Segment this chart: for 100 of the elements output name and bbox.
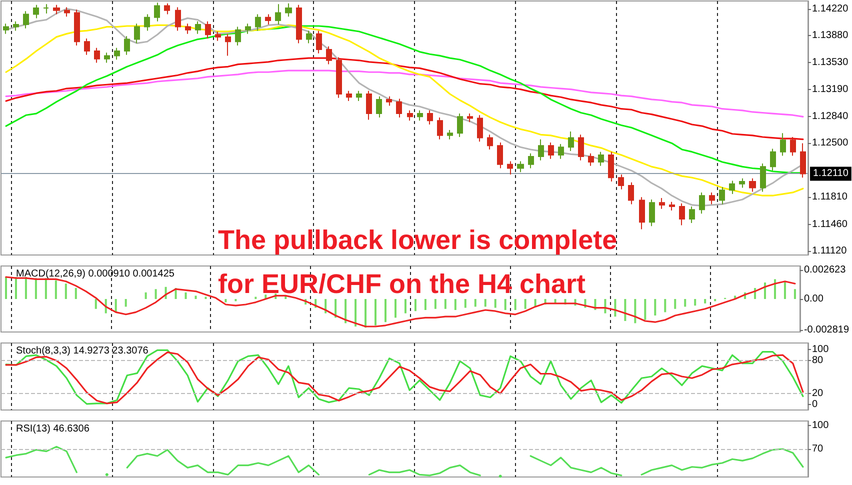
y-tick-label: 1.13880 xyxy=(812,30,849,41)
candlestick xyxy=(64,6,70,18)
y-tick-label: 0.002623 xyxy=(804,264,846,276)
candlestick xyxy=(588,152,594,166)
candlestick xyxy=(175,6,181,32)
candlestick xyxy=(507,160,513,175)
candlestick xyxy=(538,138,544,161)
candlestick xyxy=(679,202,685,226)
candlestick xyxy=(43,4,49,14)
candlestick xyxy=(255,14,261,32)
candlestick xyxy=(134,23,140,44)
bar xyxy=(44,278,47,299)
annotation: for EUR/CHF on the H4 chart xyxy=(218,268,586,300)
bar xyxy=(114,299,117,312)
candlestick xyxy=(13,20,19,32)
candlestick xyxy=(568,131,574,152)
candlestick xyxy=(104,52,110,64)
bar xyxy=(354,299,357,326)
candlestick xyxy=(396,98,402,118)
chart-title: RSI(13) 46.6306 xyxy=(16,424,90,434)
candlestick xyxy=(659,197,665,210)
bar xyxy=(624,299,626,321)
bar xyxy=(794,289,796,299)
candlestick xyxy=(33,4,39,19)
candlestick xyxy=(346,90,352,102)
candlestick xyxy=(649,199,655,227)
candlestick xyxy=(427,110,433,125)
candlestick xyxy=(124,36,130,56)
bar xyxy=(434,299,436,309)
candlestick xyxy=(800,142,806,178)
y-tick-label: 1.12500 xyxy=(812,138,849,149)
bar xyxy=(524,299,526,309)
candlestick xyxy=(94,47,100,64)
candlestick xyxy=(628,182,634,205)
bar xyxy=(344,299,347,324)
candlestick xyxy=(3,23,9,34)
candlestick xyxy=(437,116,443,140)
bar xyxy=(784,281,786,299)
candlestick xyxy=(326,46,332,65)
bar xyxy=(704,299,706,304)
chart-title: Stoch(8,3,3) 14.9273 23.3076 xyxy=(16,346,149,356)
bar xyxy=(64,284,67,299)
y-tick-label: 1.13530 xyxy=(812,57,849,68)
candlestick xyxy=(729,180,735,195)
candlestick xyxy=(608,151,614,182)
bar xyxy=(414,299,416,312)
line-series xyxy=(5,70,804,118)
bar xyxy=(774,279,776,299)
candlestick xyxy=(205,20,211,40)
y-tick-label: 1.14220 xyxy=(812,3,849,14)
y-tick-label: 1.13190 xyxy=(812,84,849,95)
candlestick xyxy=(144,14,150,32)
y-tick-label: 80 xyxy=(812,355,824,366)
candlestick xyxy=(669,201,675,211)
chart-title: MACD(12,26,9) 0.000910 0.001425 xyxy=(16,268,175,280)
candlestick xyxy=(336,56,342,98)
candlestick xyxy=(790,136,796,156)
candlestick xyxy=(699,192,705,214)
bar xyxy=(394,299,396,318)
candlestick xyxy=(316,30,322,54)
candlestick xyxy=(306,30,312,44)
y-tick-label: 1.11460 xyxy=(812,219,848,230)
bar xyxy=(194,296,197,299)
bar xyxy=(694,299,696,306)
bar xyxy=(4,277,7,299)
candlestick xyxy=(528,152,534,169)
bar xyxy=(184,292,187,299)
candlestick xyxy=(477,114,483,142)
bar xyxy=(94,299,97,309)
bar xyxy=(634,299,636,324)
candlestick xyxy=(417,110,423,122)
bar xyxy=(674,299,676,309)
bar xyxy=(684,299,686,307)
bar xyxy=(374,299,377,326)
candlestick xyxy=(195,20,201,34)
bar xyxy=(224,299,227,302)
candlestick xyxy=(23,10,29,29)
candlestick xyxy=(296,4,302,44)
candlestick xyxy=(164,2,170,15)
candlestick xyxy=(639,196,645,230)
bar xyxy=(364,299,367,328)
candlestick xyxy=(386,96,392,106)
y-tick-label: 1.12840 xyxy=(812,111,849,122)
candlestick xyxy=(487,134,493,150)
bar xyxy=(404,299,406,314)
candlestick xyxy=(780,132,786,156)
ref-line-label: 1.12110 xyxy=(813,168,849,180)
bar xyxy=(474,299,476,307)
bar xyxy=(494,299,496,308)
y-tick-label: 0 xyxy=(812,399,818,410)
candlestick xyxy=(376,96,382,118)
candlestick xyxy=(689,206,695,224)
y-tick-label: 1.11810 xyxy=(812,192,848,203)
candlestick xyxy=(709,192,715,205)
y-tick-label: 70 xyxy=(812,444,824,454)
candlestick xyxy=(225,33,231,56)
candlestick xyxy=(739,178,745,188)
annotation: The pullback lower is complete xyxy=(218,224,618,256)
bar xyxy=(464,299,466,308)
y-tick-label: -0.002819 xyxy=(804,324,850,336)
